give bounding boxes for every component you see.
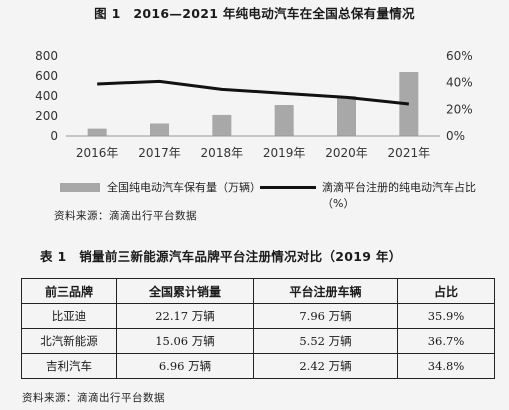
y-right-tick-label: 40% (446, 76, 473, 90)
figure-title: 图 1 2016—2021 年纯电动汽车在全国总保有量情况 (94, 6, 415, 21)
cell-sales: 15.06 万辆 (116, 328, 254, 354)
x-tick-label: 2016年 (76, 146, 119, 160)
cell-registered: 2.42 万辆 (253, 353, 398, 379)
cell-share: 36.7% (397, 328, 495, 354)
table-row: 北汽新能源 15.06 万辆 5.52 万辆 36.7% (21, 328, 495, 354)
x-tick-label: 2021年 (388, 146, 431, 160)
chart-legend: 全国纯电动汽车保有量（万辆） 滴滴平台注册的纯电动汽车占比（%） (60, 178, 500, 210)
bar (212, 114, 232, 136)
legend-line-label: 滴滴平台注册的纯电动汽车占比（%） (322, 181, 476, 210)
table-source: 资料来源：滴滴出行平台数据 (22, 392, 165, 404)
bar (87, 128, 107, 136)
cell-share: 34.8% (397, 353, 495, 379)
cell-registered: 7.96 万辆 (253, 303, 398, 329)
x-tick-label: 2020年 (325, 146, 368, 160)
bar (337, 96, 356, 136)
bar (150, 123, 169, 136)
y-right-tick-label: 0% (446, 129, 465, 143)
legend-line-swatch (260, 186, 316, 189)
y-axis-left: 0 200 400 600 800 (35, 49, 58, 143)
table-row: 吉利汽车 6.96 万辆 2.42 万辆 34.8% (21, 353, 495, 379)
cell-brand: 北汽新能源 (21, 328, 117, 354)
legend-bar-swatch (60, 183, 100, 192)
figure-source: 资料来源：滴滴出行平台数据 (54, 210, 197, 222)
y-left-tick-label: 800 (35, 49, 58, 63)
y-left-tick-label: 600 (35, 69, 58, 83)
header-platform-registered: 平台注册车辆 (253, 278, 398, 304)
legend-bar-label: 全国纯电动汽车保有量（万辆） (107, 181, 261, 194)
bar (274, 105, 294, 136)
y-right-tick-label: 60% (446, 49, 473, 63)
x-axis: 2016年 2017年 2018年 2019年 2020年 2021年 (66, 135, 440, 160)
y-axis-right: 0% 20% 40% 60% (446, 49, 473, 143)
cell-brand: 吉利汽车 (21, 353, 117, 379)
y-right-tick-label: 20% (446, 102, 473, 116)
share-line (97, 79, 409, 106)
y-left-tick-label: 200 (35, 109, 58, 123)
table-title: 表 1 销量前三新能源汽车品牌平台注册情况对比（2019 年） (40, 249, 402, 264)
line-series (97, 79, 409, 106)
cell-registered: 5.52 万辆 (253, 328, 398, 354)
cell-sales: 22.17 万辆 (116, 303, 254, 329)
table-row: 比亚迪 22.17 万辆 7.96 万辆 35.9% (21, 303, 495, 329)
brand-table: 前三品牌 全国累计销量 平台注册车辆 占比 比亚迪 22.17 万辆 7.96 … (21, 278, 495, 379)
cell-share: 35.9% (397, 303, 495, 329)
combo-chart: 0 200 400 600 800 0% 20% 40% 60% 2016年 2017年 2018… (35, 49, 473, 160)
table-header-row: 前三品牌 全国累计销量 平台注册车辆 占比 (21, 278, 495, 304)
header-brand: 前三品牌 (21, 278, 117, 304)
cell-sales: 6.96 万辆 (116, 353, 254, 379)
header-share: 占比 (397, 278, 495, 304)
x-tick-label: 2017年 (138, 146, 181, 160)
header-national-sales: 全国累计销量 (116, 278, 254, 304)
cell-brand: 比亚迪 (21, 303, 117, 329)
y-left-tick-label: 0 (50, 129, 58, 143)
x-tick-label: 2019年 (263, 146, 306, 160)
x-tick-label: 2018年 (201, 146, 244, 160)
y-left-tick-label: 400 (35, 89, 58, 103)
